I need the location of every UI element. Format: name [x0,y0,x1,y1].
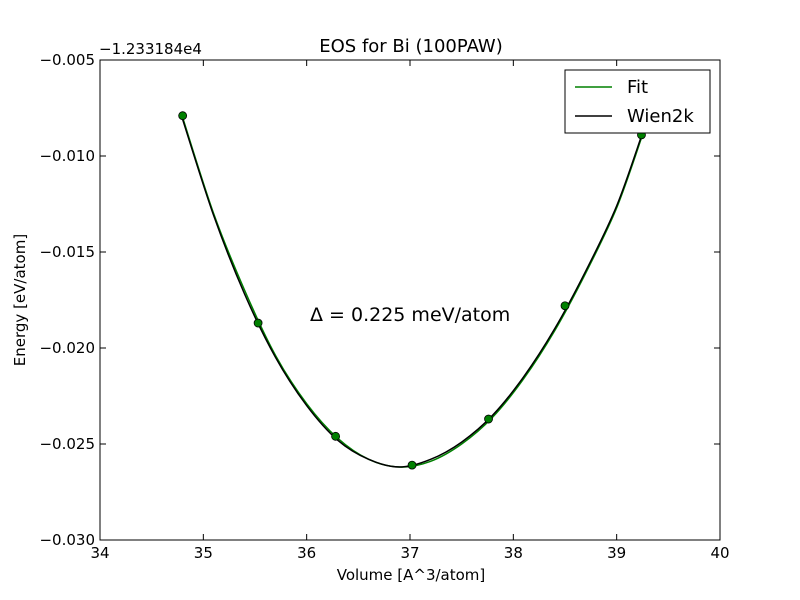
axis-ticks: 34 35 36 37 38 39 40 −0.030 −0.025 −0.020 −0.015 −0… [39,51,729,562]
legend-label-wien2k: Wien2k [627,106,694,127]
y-tick-label: −0.030 [39,531,95,549]
y-tick-label: −0.010 [39,147,95,165]
data-point [560,301,570,311]
plot-area [178,111,646,470]
series-line-wien2k [181,119,644,468]
data-point [331,431,341,441]
y-tick-label: −0.025 [39,435,95,453]
legend-label-fit: Fit [627,77,648,98]
legend-box [564,69,711,134]
x-tick-label: 40 [710,544,729,562]
x-tick-label: 35 [194,544,213,562]
y-tick-label: −0.020 [39,339,95,357]
x-tick-label: 34 [90,544,109,562]
legend: Fit Wien2k [564,69,711,134]
y-tick-label: −0.005 [39,51,95,69]
x-tick-label: 38 [504,544,523,562]
data-point [407,460,417,470]
y-axis-label: Energy [eV/atom] [11,234,29,366]
x-axis-label: Volume [A^3/atom] [337,566,486,584]
data-point [484,414,493,424]
data-point [178,111,188,121]
axes-frame [99,59,721,541]
data-point [253,318,263,328]
chart-title: EOS for Bi (100PAW) [319,36,502,57]
series-line-fit [181,117,644,468]
delta-annotation: Δ = 0.225 meV/atom [310,304,510,326]
y-tick-label: −0.015 [39,243,95,261]
x-tick-label: 36 [297,544,316,562]
y-axis-offset-label: −1.233184e4 [99,40,202,58]
x-tick-label: 37 [400,544,419,562]
x-tick-label: 39 [607,544,626,562]
